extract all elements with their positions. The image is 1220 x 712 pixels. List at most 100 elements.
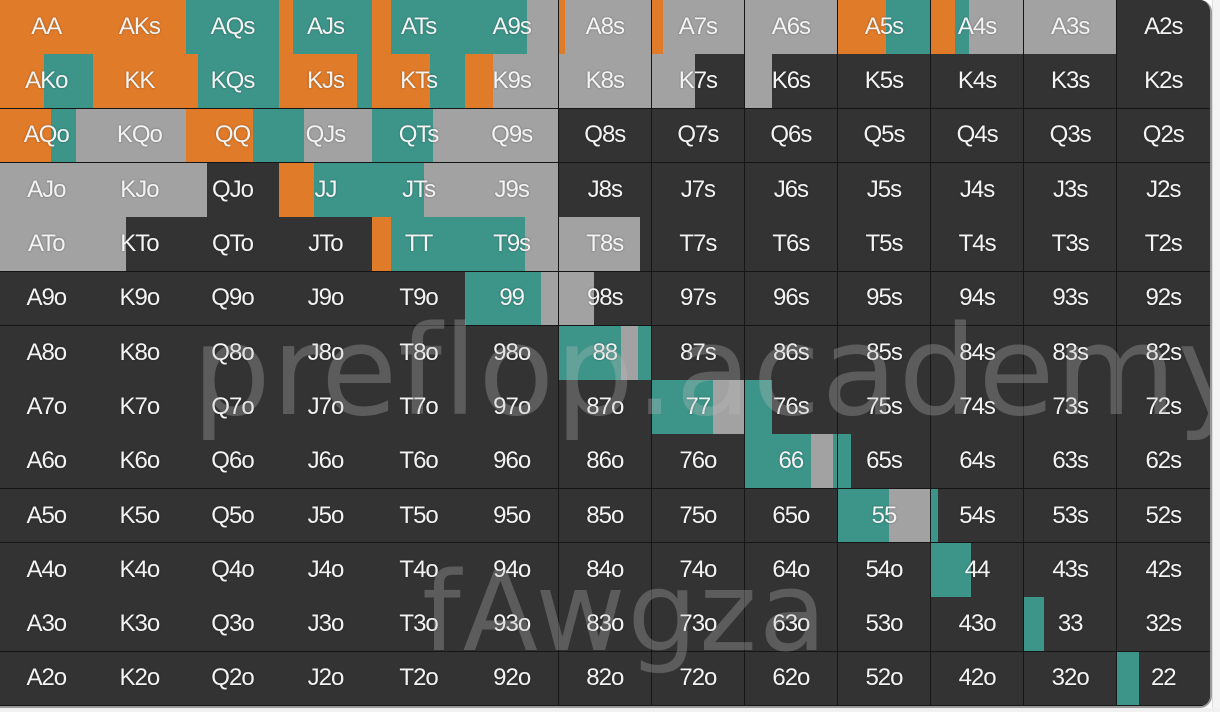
hand-cell-KTs[interactable]: KTs: [372, 54, 466, 110]
hand-cell-33[interactable]: 33: [1023, 597, 1118, 653]
hand-cell-86s[interactable]: 86s: [744, 325, 839, 381]
hand-cell-T7s[interactable]: T7s: [651, 217, 746, 272]
hand-cell-43o[interactable]: 43o: [930, 597, 1025, 653]
hand-cell-32o[interactable]: 32o: [1023, 651, 1118, 706]
hand-cell-98o[interactable]: 98o: [465, 325, 559, 381]
hand-cell-Q7o[interactable]: Q7o: [186, 380, 280, 435]
hand-cell-JJ[interactable]: JJ: [279, 162, 373, 218]
hand-cell-T6o[interactable]: T6o: [372, 434, 466, 490]
hand-cell-A6o[interactable]: A6o: [0, 434, 94, 490]
hand-cell-76o[interactable]: 76o: [651, 434, 746, 490]
hand-cell-K5s[interactable]: K5s: [837, 54, 932, 110]
hand-cell-86o[interactable]: 86o: [558, 434, 653, 490]
hand-cell-KQo[interactable]: KQo: [93, 108, 187, 164]
hand-cell-95o[interactable]: 95o: [465, 488, 559, 544]
hand-cell-K7o[interactable]: K7o: [93, 380, 187, 435]
hand-cell-42s[interactable]: 42s: [1117, 543, 1210, 598]
hand-cell-96o[interactable]: 96o: [465, 434, 559, 490]
hand-cell-83o[interactable]: 83o: [558, 597, 653, 653]
hand-cell-96s[interactable]: 96s: [744, 271, 839, 327]
hand-cell-T9s[interactable]: T9s: [465, 217, 559, 272]
hand-cell-Q5o[interactable]: Q5o: [186, 488, 280, 544]
hand-cell-63o[interactable]: 63o: [744, 597, 839, 653]
hand-cell-Q8o[interactable]: Q8o: [186, 325, 280, 381]
hand-cell-76s[interactable]: 76s: [744, 380, 839, 435]
hand-cell-A2s[interactable]: A2s: [1117, 0, 1210, 55]
hand-cell-K8o[interactable]: K8o: [93, 325, 187, 381]
hand-cell-84o[interactable]: 84o: [558, 543, 653, 598]
hand-cell-AQs[interactable]: AQs: [186, 0, 280, 55]
hand-cell-AKs[interactable]: AKs: [93, 0, 187, 55]
hand-cell-62s[interactable]: 62s: [1117, 434, 1210, 490]
hand-cell-T8s[interactable]: T8s: [558, 217, 653, 272]
hand-cell-T6s[interactable]: T6s: [744, 217, 839, 272]
hand-cell-A3s[interactable]: A3s: [1023, 0, 1118, 55]
hand-cell-AJs[interactable]: AJs: [279, 0, 373, 55]
hand-cell-QTo[interactable]: QTo: [186, 217, 280, 272]
hand-cell-55[interactable]: 55: [837, 488, 932, 544]
hand-cell-K4s[interactable]: K4s: [930, 54, 1025, 110]
hand-cell-94o[interactable]: 94o: [465, 543, 559, 598]
hand-cell-74s[interactable]: 74s: [930, 380, 1025, 435]
hand-cell-95s[interactable]: 95s: [837, 271, 932, 327]
hand-cell-TT[interactable]: TT: [372, 217, 466, 272]
hand-cell-K7s[interactable]: K7s: [651, 54, 746, 110]
hand-cell-JTo[interactable]: JTo: [279, 217, 373, 272]
hand-cell-Q2o[interactable]: Q2o: [186, 651, 280, 706]
hand-cell-54o[interactable]: 54o: [837, 543, 932, 598]
hand-cell-T4s[interactable]: T4s: [930, 217, 1025, 272]
hand-cell-Q3o[interactable]: Q3o: [186, 597, 280, 653]
hand-cell-87s[interactable]: 87s: [651, 325, 746, 381]
hand-cell-JTs[interactable]: JTs: [372, 162, 466, 218]
hand-cell-92s[interactable]: 92s: [1117, 271, 1210, 327]
hand-cell-J8o[interactable]: J8o: [279, 325, 373, 381]
hand-cell-43s[interactable]: 43s: [1023, 543, 1118, 598]
hand-cell-83s[interactable]: 83s: [1023, 325, 1118, 381]
hand-cell-QTs[interactable]: QTs: [372, 108, 466, 164]
hand-cell-K6o[interactable]: K6o: [93, 434, 187, 490]
hand-cell-64o[interactable]: 64o: [744, 543, 839, 598]
hand-cell-A5s[interactable]: A5s: [837, 0, 932, 55]
hand-cell-A8o[interactable]: A8o: [0, 325, 94, 381]
hand-cell-ATs[interactable]: ATs: [372, 0, 466, 55]
hand-cell-82o[interactable]: 82o: [558, 651, 653, 706]
hand-cell-J5s[interactable]: J5s: [837, 162, 932, 218]
hand-cell-KK[interactable]: KK: [93, 54, 187, 110]
hand-cell-94s[interactable]: 94s: [930, 271, 1025, 327]
hand-cell-73s[interactable]: 73s: [1023, 380, 1118, 435]
hand-cell-65s[interactable]: 65s: [837, 434, 932, 490]
hand-cell-32s[interactable]: 32s: [1117, 597, 1210, 653]
hand-cell-K4o[interactable]: K4o: [93, 543, 187, 598]
hand-cell-A7o[interactable]: A7o: [0, 380, 94, 435]
hand-cell-42o[interactable]: 42o: [930, 651, 1025, 706]
hand-cell-K9o[interactable]: K9o: [93, 271, 187, 327]
hand-cell-J3o[interactable]: J3o: [279, 597, 373, 653]
hand-cell-A9s[interactable]: A9s: [465, 0, 559, 55]
hand-cell-J5o[interactable]: J5o: [279, 488, 373, 544]
hand-cell-52s[interactable]: 52s: [1117, 488, 1210, 544]
hand-cell-J8s[interactable]: J8s: [558, 162, 653, 218]
hand-cell-66[interactable]: 66: [744, 434, 839, 490]
hand-cell-A4s[interactable]: A4s: [930, 0, 1025, 55]
hand-cell-75o[interactable]: 75o: [651, 488, 746, 544]
hand-cell-K6s[interactable]: K6s: [744, 54, 839, 110]
hand-cell-QQ[interactable]: QQ: [186, 108, 280, 164]
hand-cell-J4s[interactable]: J4s: [930, 162, 1025, 218]
hand-cell-J6s[interactable]: J6s: [744, 162, 839, 218]
hand-cell-J9s[interactable]: J9s: [465, 162, 559, 218]
hand-cell-T5o[interactable]: T5o: [372, 488, 466, 544]
hand-cell-A2o[interactable]: A2o: [0, 651, 94, 706]
hand-cell-53s[interactable]: 53s: [1023, 488, 1118, 544]
hand-cell-K5o[interactable]: K5o: [93, 488, 187, 544]
hand-cell-Q4o[interactable]: Q4o: [186, 543, 280, 598]
hand-cell-22[interactable]: 22: [1117, 651, 1210, 706]
hand-cell-T2s[interactable]: T2s: [1117, 217, 1210, 272]
hand-cell-97s[interactable]: 97s: [651, 271, 746, 327]
hand-cell-74o[interactable]: 74o: [651, 543, 746, 598]
hand-cell-65o[interactable]: 65o: [744, 488, 839, 544]
hand-cell-87o[interactable]: 87o: [558, 380, 653, 435]
hand-cell-T7o[interactable]: T7o: [372, 380, 466, 435]
hand-cell-AQo[interactable]: AQo: [0, 108, 94, 164]
hand-cell-T3s[interactable]: T3s: [1023, 217, 1118, 272]
hand-cell-Q6o[interactable]: Q6o: [186, 434, 280, 490]
